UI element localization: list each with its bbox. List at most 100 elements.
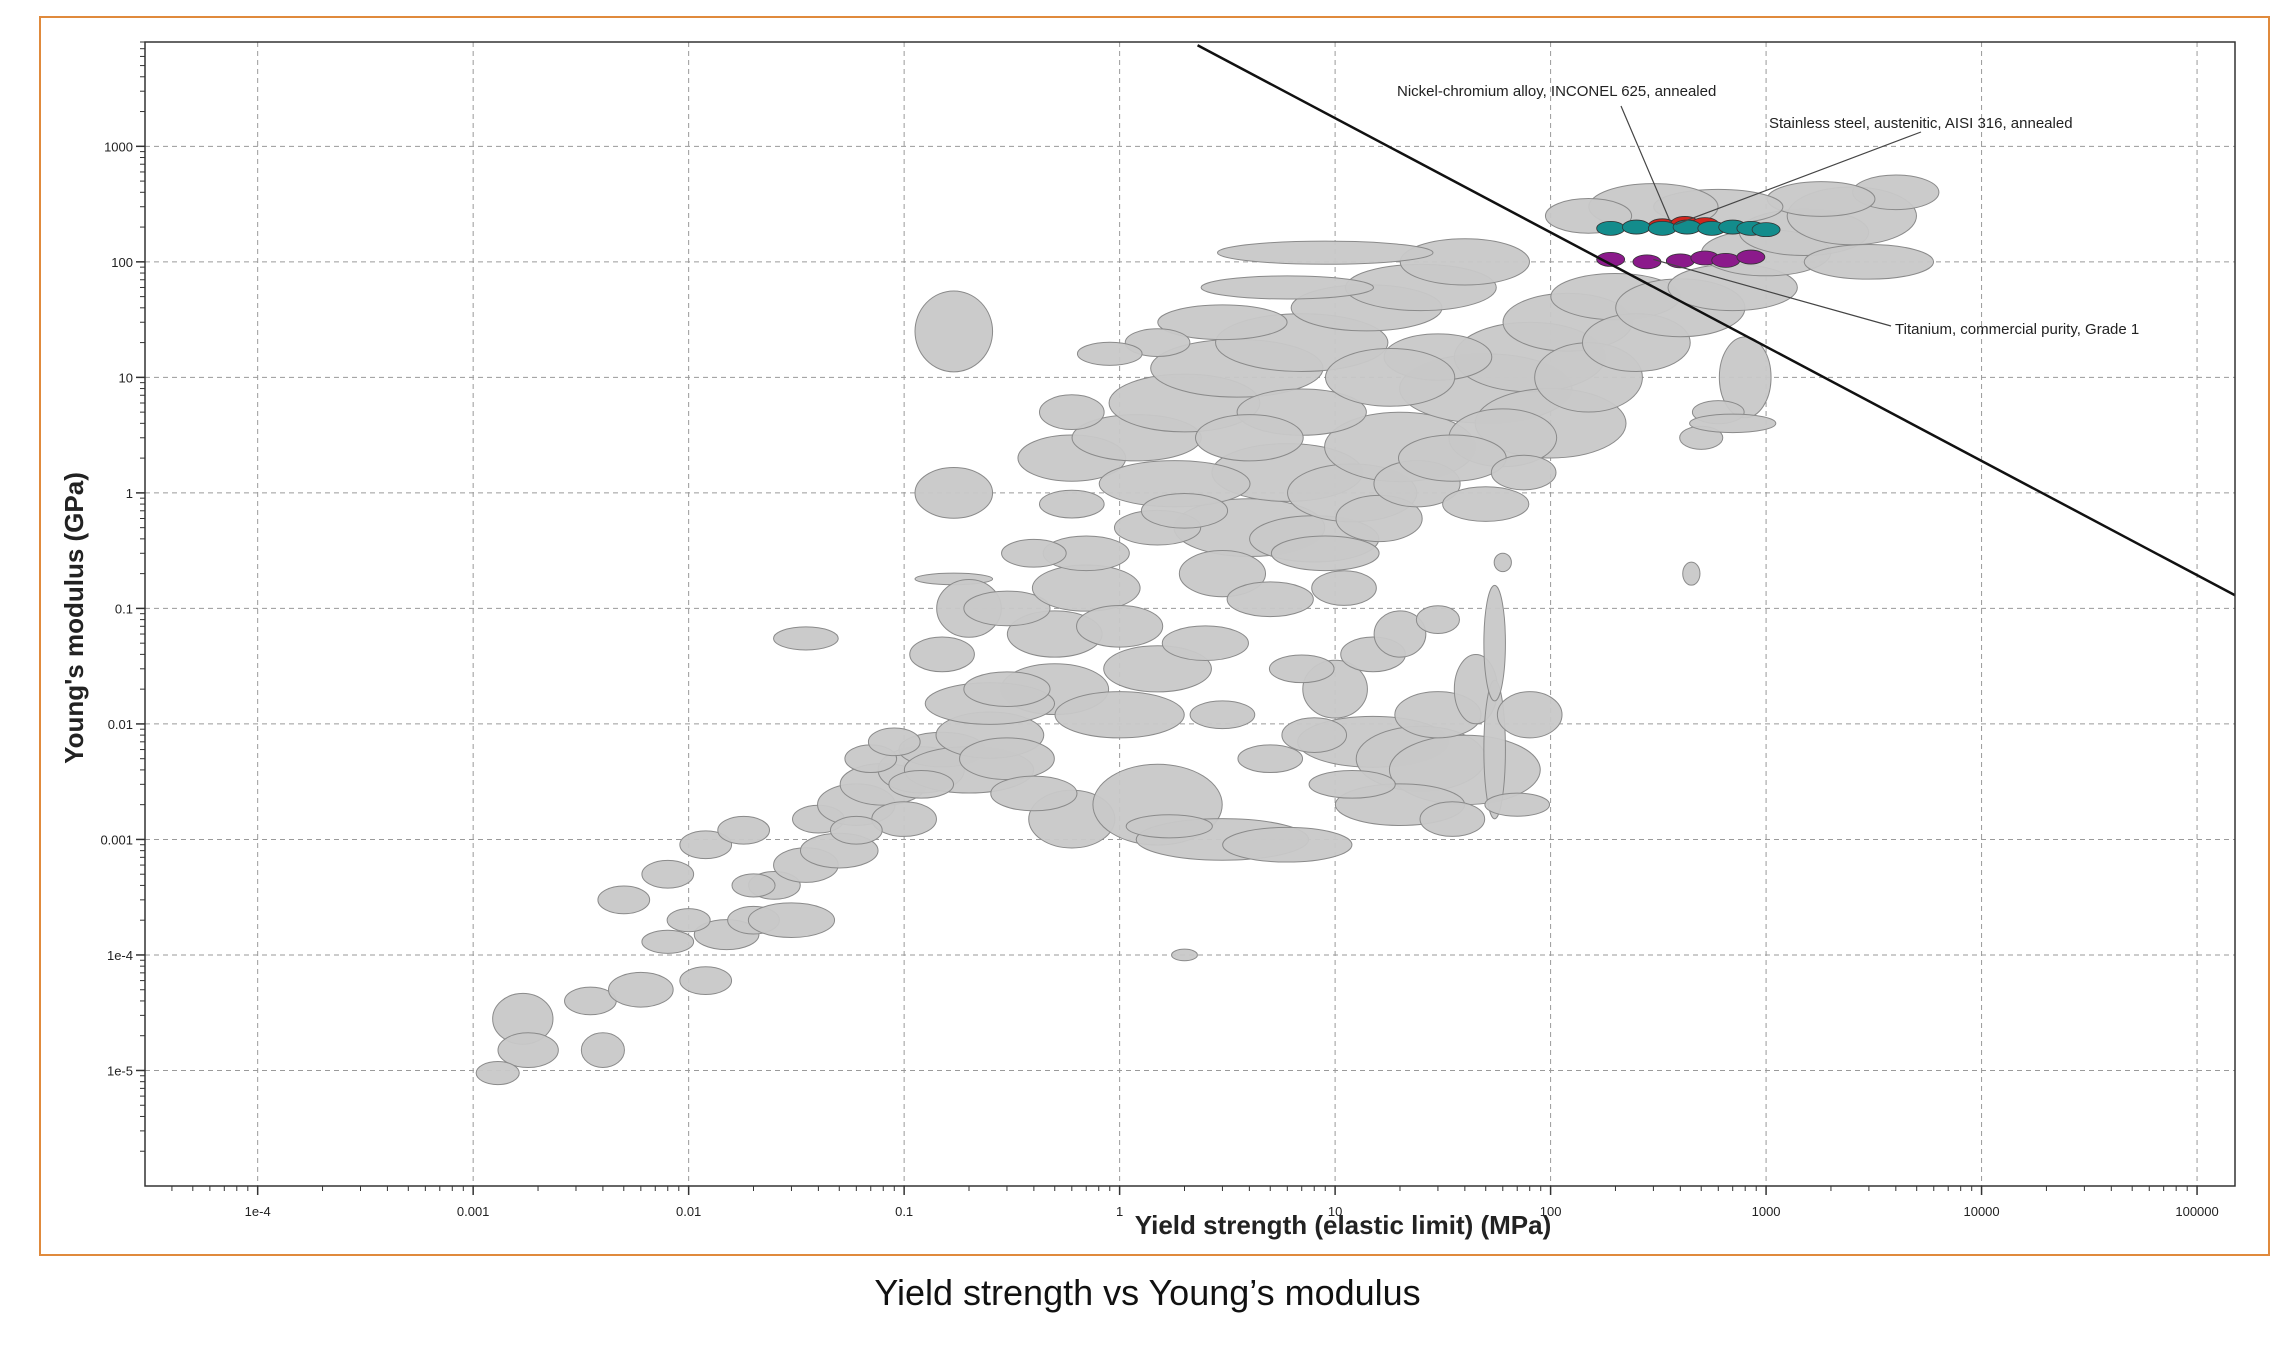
material-bubble — [1031, 564, 1141, 612]
material-bubble — [1125, 814, 1213, 839]
y-tick-label: 0.01 — [108, 717, 133, 732]
material-bubble — [990, 775, 1078, 812]
x-tick-label: 100 — [1540, 1204, 1562, 1219]
annotation-label: Nickel-chromium alloy, INCONEL 625, anne… — [1397, 83, 1716, 100]
material-bubble — [731, 873, 776, 898]
y-tick-label: 1e-4 — [107, 948, 133, 963]
stainless-point — [1751, 222, 1781, 238]
x-tick-label: 1000 — [1752, 1204, 1781, 1219]
material-bubble — [914, 466, 994, 519]
material-bubble — [1373, 610, 1427, 658]
material-bubble — [1222, 826, 1353, 863]
material-bubble — [497, 1032, 559, 1068]
chart-svg: 1e-4 0.001 0.01 0.1 1 10 100 1000 10000 100000 1e-… — [59, 41, 2236, 1240]
y-tick-label: 1 — [126, 486, 133, 501]
material-bubble — [1054, 691, 1185, 739]
plot-border — [144, 41, 2236, 1187]
y-tick-label: 1e-5 — [107, 1063, 133, 1078]
material-bubble — [1766, 181, 1876, 217]
chart-frame: 1e-4 0.001 0.01 0.1 1 10 100 1000 10000 100000 1e-… — [39, 16, 2270, 1256]
annotation-label: Stainless steel, austenitic, AISI 316, a… — [1769, 115, 2073, 132]
material-bubble — [1281, 717, 1348, 753]
material-bubble — [1682, 561, 1701, 586]
material-bubble — [829, 815, 883, 845]
x-tick-label: 100000 — [2175, 1204, 2218, 1219]
material-bubble — [679, 830, 733, 860]
material-bubble — [1171, 948, 1198, 962]
material-bubble — [717, 815, 771, 845]
material-bubble — [1157, 304, 1288, 341]
x-tick-label: 1e-4 — [245, 1204, 271, 1219]
material-bubble — [1270, 535, 1380, 572]
material-bubble — [1493, 552, 1512, 573]
material-bubble — [1194, 414, 1304, 462]
stainless-point — [1672, 219, 1702, 235]
x-tick-label: 10000 — [1963, 1204, 1999, 1219]
bubble-layer — [475, 174, 1940, 1086]
material-bubble — [1001, 538, 1067, 568]
material-bubble — [1324, 347, 1456, 407]
material-bubble — [1419, 801, 1486, 837]
titanium-point — [1736, 249, 1766, 265]
titanium-point — [1711, 252, 1741, 268]
material-bubble — [747, 902, 836, 939]
material-bubble — [963, 671, 1051, 707]
material-bubble — [1397, 434, 1507, 482]
material-bubble — [1076, 341, 1143, 366]
annotation-leader — [1675, 131, 1922, 226]
titanium-point — [1665, 253, 1695, 269]
material-bubble — [1237, 744, 1304, 774]
material-bubble — [608, 971, 674, 1008]
material-bubble — [1200, 275, 1374, 300]
y-tick-label: 100 — [111, 255, 133, 270]
figure-caption: Yield strength vs Young’s modulus — [874, 1272, 1421, 1313]
material-bubble — [475, 1061, 520, 1086]
material-bubble — [1124, 328, 1191, 357]
material-bubble — [641, 859, 695, 889]
annotation-leader — [1620, 105, 1672, 223]
material-bubble — [1483, 584, 1506, 702]
x-tick-label: 0.01 — [676, 1204, 701, 1219]
plot-area — [145, 42, 2235, 1186]
x-tick-label: 0.001 — [457, 1204, 490, 1219]
material-bubble — [909, 636, 975, 673]
material-bubble — [580, 1032, 625, 1068]
guide-line — [1196, 44, 2236, 597]
highlight-layer — [1596, 216, 1781, 270]
material-bubble — [1226, 581, 1314, 618]
material-bubble — [1038, 394, 1105, 430]
material-bubble — [666, 908, 711, 933]
material-bubble — [1496, 691, 1563, 739]
axis-layer: 1e-4 0.001 0.01 0.1 1 10 100 1000 10000 100000 1e-… — [100, 41, 2236, 1219]
material-bubble — [597, 885, 651, 915]
material-bubble — [1217, 240, 1434, 265]
material-bubble — [1803, 244, 1935, 280]
x-axis-label: Yield strength (elastic limit) (MPa) — [1135, 1210, 1552, 1240]
stainless-point — [1596, 220, 1626, 236]
material-bubble — [679, 966, 733, 995]
x-tick-label: 1 — [1116, 1204, 1123, 1219]
material-bubble — [1442, 486, 1530, 522]
y-tick-label: 0.1 — [115, 601, 133, 616]
guide-layer — [1196, 44, 2236, 597]
x-tick-label: 0.1 — [895, 1204, 913, 1219]
titanium-point — [1632, 254, 1662, 270]
material-bubble — [1311, 570, 1377, 606]
material-bubble — [888, 769, 955, 799]
y-tick-label: 10 — [119, 370, 133, 385]
material-bubble — [773, 626, 839, 651]
material-bubble — [1076, 605, 1164, 648]
stainless-point — [1621, 219, 1651, 235]
titanium-point — [1596, 251, 1626, 267]
y-axis-label: Young's modulus (GPa) — [59, 472, 89, 764]
material-bubble — [1415, 605, 1460, 634]
material-bubble — [1038, 489, 1105, 519]
material-bubble — [1189, 700, 1256, 730]
material-bubble — [914, 290, 994, 373]
material-bubble — [963, 590, 1051, 627]
annotation-leader — [1653, 258, 1892, 327]
material-bubble — [1161, 625, 1249, 662]
material-bubble — [1484, 792, 1551, 817]
stainless-point — [1647, 220, 1677, 236]
material-bubble — [1689, 413, 1777, 434]
